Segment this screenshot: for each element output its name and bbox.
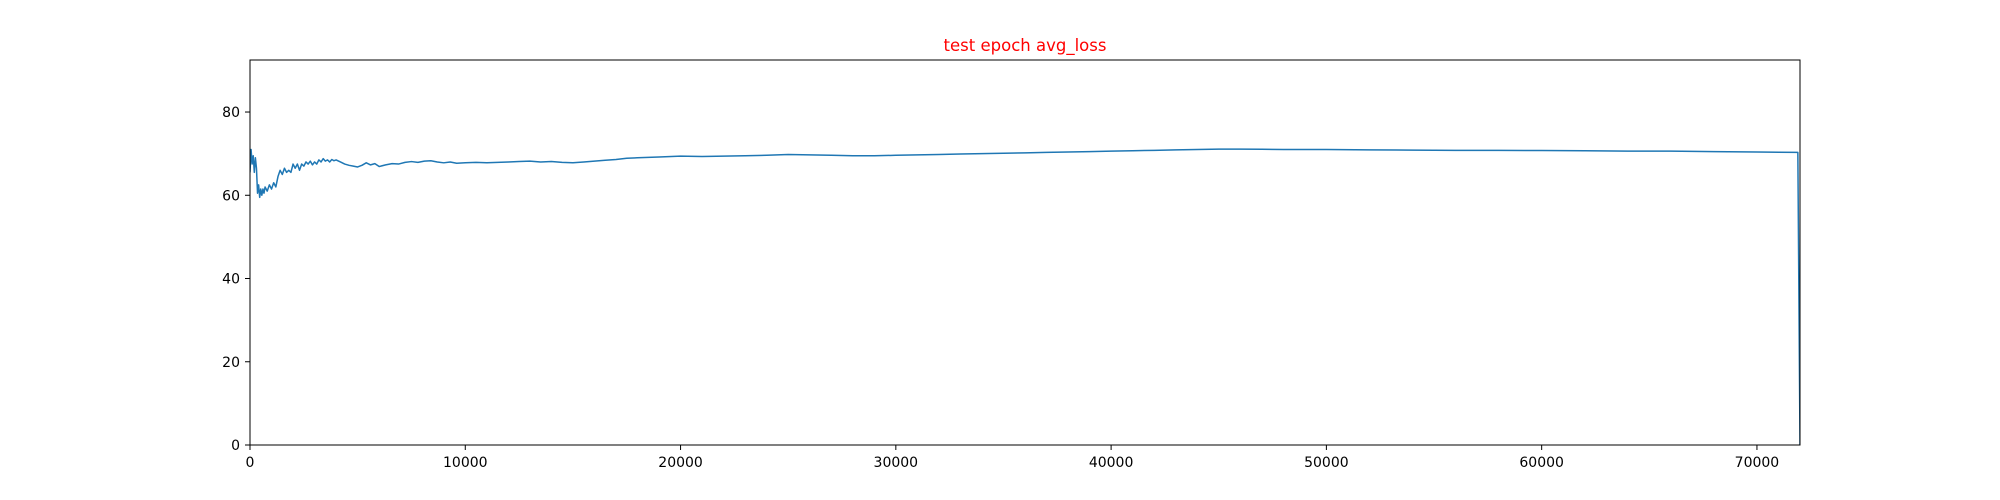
y-tick-label: 40	[222, 272, 240, 288]
chart-title: test epoch avg_loss	[944, 36, 1107, 56]
x-tick-label: 30000	[874, 455, 919, 471]
x-tick-label: 40000	[1089, 455, 1134, 471]
x-tick-label: 50000	[1304, 455, 1349, 471]
x-tick-label: 70000	[1735, 455, 1780, 471]
x-tick-label: 10000	[443, 455, 488, 471]
y-tick-label: 60	[222, 188, 240, 204]
series-line	[250, 148, 1800, 445]
y-tick-label: 20	[222, 355, 240, 371]
x-tick-label: 60000	[1519, 455, 1564, 471]
x-tick-label: 20000	[658, 455, 703, 471]
y-tick-label: 80	[222, 105, 240, 121]
x-axis: 0 10000 20000 30000 40000 50000 60000 70000	[246, 445, 1780, 471]
axes-frame	[249, 59, 1801, 446]
y-axis: 0 20 40 60 80	[222, 105, 250, 454]
y-tick-label: 0	[231, 438, 240, 454]
x-tick-label: 0	[246, 455, 255, 471]
plot-area	[249, 59, 1801, 446]
